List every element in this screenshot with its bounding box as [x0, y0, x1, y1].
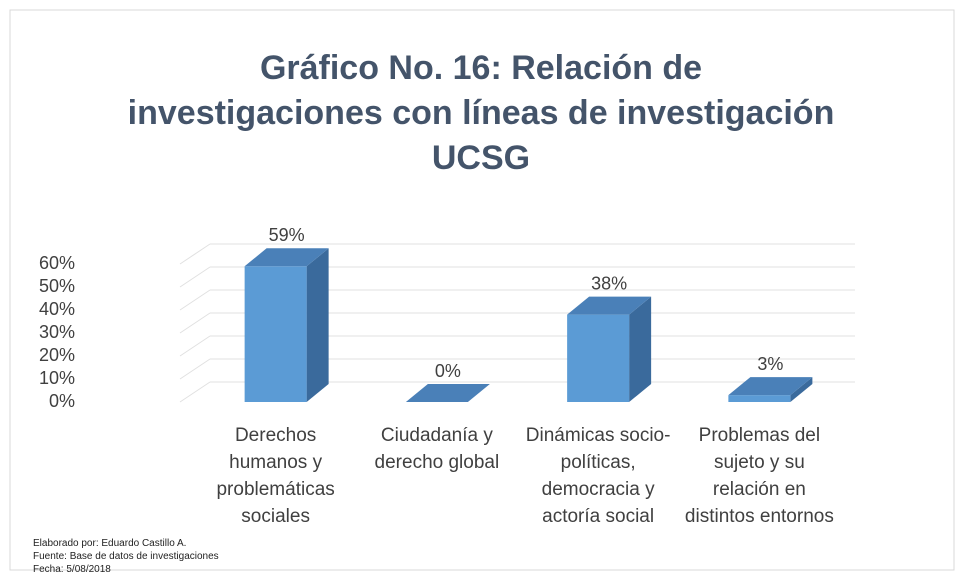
- bar: [728, 377, 813, 402]
- grid-line: [179, 312, 211, 334]
- bar-top: [567, 296, 652, 315]
- bar-front: [244, 266, 307, 402]
- bar-front: [728, 395, 791, 402]
- grid-line: [179, 243, 211, 265]
- bar-top: [728, 377, 813, 396]
- y-tick-label: 50%: [39, 276, 75, 296]
- bar-side: [629, 296, 652, 402]
- data-label: 0%: [435, 361, 461, 381]
- bar-side: [790, 377, 813, 402]
- bar-front: [567, 314, 630, 402]
- x-tick-label: Dinámicas socio-políticas, democracia y …: [525, 425, 671, 527]
- bar: [244, 248, 329, 402]
- y-tick-label: 40%: [39, 299, 75, 319]
- footnote: Elaborado por: Eduardo Castillo A.: [33, 538, 187, 549]
- y-tick-label: 10%: [39, 368, 75, 388]
- bar: [567, 296, 652, 402]
- chart-title: investigaciones con líneas de investigac…: [128, 94, 835, 132]
- bar-top: [405, 384, 490, 402]
- x-tick-label: Ciudadanía y derecho global: [374, 425, 500, 473]
- data-label: 59%: [269, 225, 305, 245]
- grid-line: [179, 381, 211, 403]
- bar-side: [306, 248, 329, 402]
- y-tick-label: 30%: [39, 322, 75, 342]
- grid-line: [179, 266, 211, 288]
- data-label: 38%: [591, 273, 627, 293]
- grid-line: [179, 358, 211, 380]
- footnote: Fuente: Base de datos de investigaciones: [33, 551, 219, 562]
- x-tick-label: Derechos humanos y problemáticas sociale…: [216, 425, 335, 527]
- chart-border: [9, 9, 955, 571]
- x-tick-label: Problemas del sujeto y su relación en di…: [684, 425, 834, 527]
- grid-line: [179, 289, 211, 311]
- y-tick-label: 20%: [39, 345, 75, 365]
- grid-line: [179, 335, 211, 357]
- bar-top: [244, 248, 329, 267]
- chart-title: Gráfico No. 16: Relación de: [260, 49, 702, 87]
- bar: [405, 384, 490, 402]
- y-tick-label: 60%: [39, 253, 75, 273]
- chart-title: UCSG: [432, 139, 530, 177]
- footnote: Fecha: 5/08/2018: [33, 564, 111, 575]
- y-tick-label: 0%: [49, 391, 75, 411]
- data-label: 3%: [757, 354, 783, 374]
